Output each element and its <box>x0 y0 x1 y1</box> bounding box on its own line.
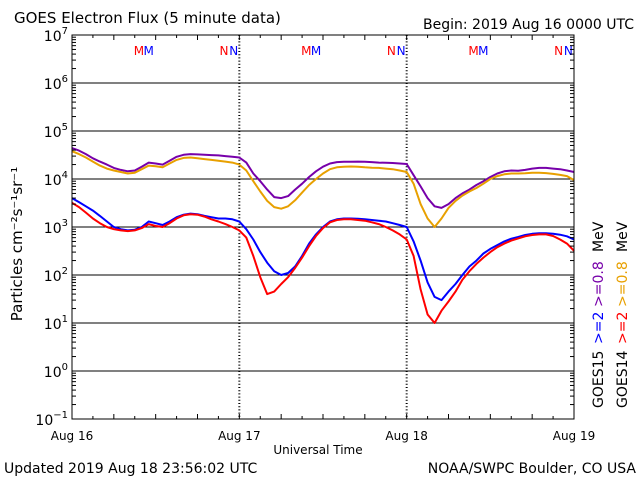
series-line-1 <box>71 150 575 228</box>
legend-entry: >=0.8 <box>615 261 631 307</box>
axis-layer: 10−1 100 101 102 103 104 105 106 107 Aug 16 Aug 17… <box>35 26 595 443</box>
marker-label: N <box>229 44 238 58</box>
legend-entry: >=0.8 <box>591 261 607 307</box>
y-tick-label: 101 <box>44 314 68 333</box>
plot-frame <box>71 34 575 420</box>
series-line-2 <box>71 197 575 302</box>
marker-label: N <box>397 44 406 58</box>
begin-date: Begin: 2019 Aug 16 0000 UTC <box>423 17 634 33</box>
legend-entry: MeV <box>591 221 607 252</box>
credit: NOAA/SWPC Boulder, CO USA <box>428 461 637 477</box>
marker-label: M <box>144 44 154 58</box>
y-axis-title: Particles cm⁻²s⁻¹sr⁻¹ <box>8 167 26 321</box>
marker-label: M <box>478 44 488 58</box>
marker-label: N <box>220 44 229 58</box>
series-line-3 <box>71 201 575 324</box>
y-tick-label: 102 <box>44 266 68 285</box>
y-tick-label: 103 <box>44 218 68 237</box>
marker-label: M <box>468 44 478 58</box>
legend-entry: >=2 <box>591 312 607 344</box>
marker-label: M <box>134 44 144 58</box>
marker-label: N <box>564 44 573 58</box>
y-tick-label: 100 <box>44 362 68 381</box>
legend-entry: GOES14 <box>615 350 631 408</box>
legend-entry: GOES15 <box>591 351 607 408</box>
series-layer <box>71 147 575 324</box>
legend-layer: GOES15 >=2 >=0.8 MeV GOES14 >=2 >=0.8 MeV <box>591 221 631 408</box>
x-tick-label: Aug 17 <box>218 429 261 443</box>
series-line-0 <box>71 147 575 209</box>
legend-entry: MeV <box>615 221 631 252</box>
updated-timestamp: Updated 2019 Aug 18 23:56:02 UTC <box>4 461 257 477</box>
y-tick-label: 10−1 <box>35 410 68 429</box>
x-tick-label: Aug 19 <box>553 429 596 443</box>
marker-label: M <box>301 44 311 58</box>
marker-label: M <box>311 44 321 58</box>
y-tick-label: 105 <box>44 122 68 141</box>
x-tick-label: Aug 16 <box>51 429 94 443</box>
x-axis-title: Universal Time <box>273 443 362 457</box>
y-tick-label: 104 <box>44 170 68 189</box>
y-tick-label: 106 <box>44 74 68 93</box>
marker-label: N <box>554 44 563 58</box>
x-tick-label: Aug 18 <box>385 429 428 443</box>
y-tick-label: 107 <box>44 26 68 45</box>
chart-title: GOES Electron Flux (5 minute data) <box>14 9 281 27</box>
legend-entry: >=2 <box>615 312 631 344</box>
marker-label: N <box>387 44 396 58</box>
